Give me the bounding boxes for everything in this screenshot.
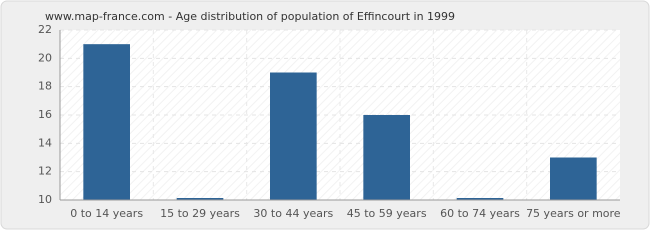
- x-tick-label: 75 years or more: [526, 207, 621, 220]
- page: {"chart_data": {"type": "bar", "title": …: [0, 0, 650, 230]
- bar: [550, 157, 597, 200]
- x-tick-label: 60 to 74 years: [440, 207, 520, 220]
- y-tick-label: 14: [38, 136, 52, 149]
- x-tick-label: 30 to 44 years: [253, 207, 333, 220]
- bar: [270, 72, 317, 200]
- y-tick-label: 10: [38, 193, 52, 206]
- y-tick-label: 12: [38, 165, 52, 178]
- x-tick-label: 45 to 59 years: [347, 207, 427, 220]
- y-tick-label: 22: [38, 23, 52, 36]
- y-tick-label: 16: [38, 108, 52, 121]
- bar: [83, 44, 130, 200]
- x-tick-label: 0 to 14 years: [70, 207, 143, 220]
- y-tick-label: 20: [38, 51, 52, 64]
- y-tick-label: 18: [38, 80, 52, 93]
- chart-title: www.map-france.com - Age distribution of…: [45, 10, 455, 23]
- bar: [456, 198, 504, 200]
- chart: www.map-france.com - Age distribution of…: [0, 0, 650, 230]
- bar: [363, 115, 410, 200]
- x-tick-label: 15 to 29 years: [160, 207, 240, 220]
- bar: [176, 198, 224, 200]
